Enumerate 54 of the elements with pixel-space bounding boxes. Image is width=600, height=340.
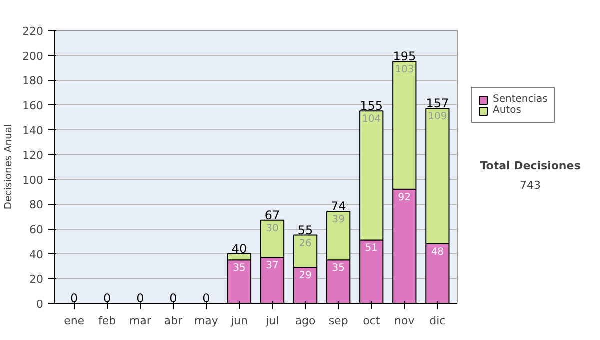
data-label: 104 — [362, 114, 382, 126]
data-label: 37 — [266, 260, 279, 272]
total-label: 0 — [202, 292, 210, 306]
x-tick-label: jul — [264, 314, 280, 328]
text: Total Decisiones — [480, 159, 582, 172]
data-label: 103 — [395, 64, 414, 76]
data-label: 39 — [332, 214, 345, 226]
y-axis-title: Decisiones Anual — [4, 124, 15, 210]
y-tick-label: 0 — [36, 298, 44, 311]
data-label: 92 — [398, 192, 412, 204]
x-tick-label: jun — [230, 314, 248, 328]
total-label: 195 — [393, 50, 416, 64]
x-tick-label: nov — [394, 314, 416, 328]
data-label: 109 — [428, 112, 448, 123]
x-tick-label: oct — [363, 314, 381, 328]
x-tick-label: sep — [328, 314, 348, 328]
x-tick-label: abr — [164, 314, 184, 328]
total-label: 0 — [70, 292, 78, 306]
total-label: 67 — [264, 208, 280, 222]
data-label: 26 — [299, 238, 312, 250]
y-tick-label: 80 — [30, 198, 44, 212]
total-label: 74 — [330, 200, 346, 214]
y-tick-label: 100 — [22, 174, 44, 187]
total-label: 0 — [104, 292, 112, 306]
total-label: 155 — [360, 99, 384, 114]
text: 743 — [520, 178, 541, 192]
total-label: 0 — [136, 292, 144, 306]
y-tick-label: 120 — [22, 149, 44, 162]
total-label: 157 — [426, 96, 450, 111]
y-tick-label: 60 — [30, 224, 44, 237]
data-label: 30 — [266, 223, 279, 234]
data-label: 48 — [431, 246, 444, 258]
total-label: 0 — [170, 292, 178, 306]
y-tick-label: 200 — [22, 50, 44, 63]
x-tick-label: ago — [295, 314, 316, 328]
y-tick-label: 40 — [30, 248, 44, 262]
y-tick-label: 180 — [22, 74, 44, 88]
data-label: 35 — [233, 263, 246, 274]
legend-label: Sentencias — [493, 94, 548, 105]
x-tick-label: ene — [64, 314, 85, 328]
data-label: 51 — [365, 243, 378, 254]
x-tick-label: feb — [98, 314, 116, 328]
y-tick-label: 140 — [22, 124, 44, 138]
total-label: 40 — [232, 242, 248, 256]
total-label: 55 — [298, 223, 314, 238]
data-label: 35 — [332, 263, 345, 274]
x-tick-label: mar — [129, 314, 152, 328]
y-tick-label: 160 — [22, 99, 44, 112]
x-tick-label: may — [194, 314, 219, 328]
y-tick-label: 220 — [22, 25, 44, 38]
y-tick-label: 20 — [30, 273, 44, 286]
legend-label: Autos — [493, 105, 522, 116]
x-tick-label: dic — [430, 314, 446, 328]
data-label: 29 — [299, 270, 312, 282]
